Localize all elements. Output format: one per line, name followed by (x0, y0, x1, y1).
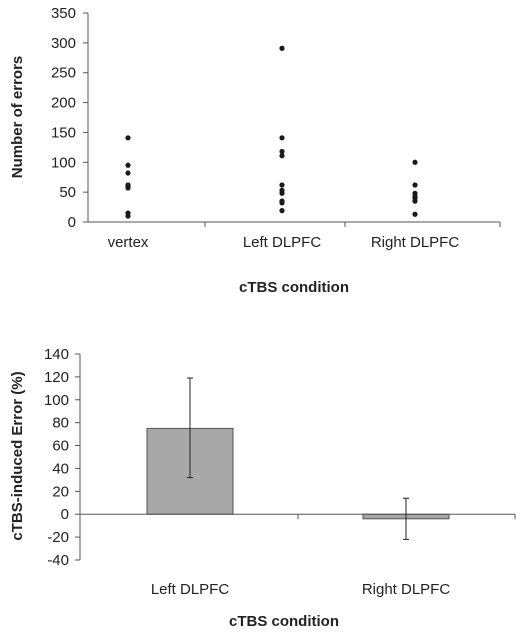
bar-chart: -40 -20 0 20 40 60 80 100 120 140 Left DLPFC Right … (9, 346, 516, 630)
data-point (279, 190, 285, 196)
y-tick-label: 0 (61, 506, 69, 523)
y-tick-label: -20 (47, 529, 69, 546)
x-axis-title: cTBS condition (229, 613, 339, 630)
y-tick-label: 200 (51, 95, 76, 112)
data-point (125, 213, 131, 219)
y-tick-label: 120 (44, 369, 69, 386)
y-tick-label: 50 (59, 184, 76, 201)
x-tick-label: Right DLPFC (362, 581, 451, 598)
x-tick-label: Right DLPFC (371, 234, 460, 251)
data-point (125, 162, 131, 168)
y-tick-label: 140 (44, 346, 69, 363)
data-point (125, 135, 131, 141)
data-point (279, 148, 285, 155)
x-tick-label: Left DLPFC (151, 581, 230, 598)
y-tick-label: -40 (47, 552, 69, 569)
x-tick-label: Left DLPFC (243, 234, 322, 251)
data-point (412, 198, 418, 204)
data-point (279, 45, 285, 51)
data-point (279, 153, 285, 159)
x-axis-title: cTBS condition (239, 279, 349, 296)
data-point (279, 208, 285, 214)
data-point (412, 211, 418, 217)
y-axis-title: cTBS-induced Error (%) (9, 371, 26, 540)
y-tick-label: 80 (52, 415, 69, 432)
data-point (412, 159, 418, 165)
data-point (125, 185, 131, 191)
y-tick-label: 60 (52, 438, 69, 455)
y-tick-label: 40 (52, 460, 69, 477)
y-tick-label: 100 (51, 154, 76, 171)
data-point (412, 182, 418, 188)
y-tick-label: 0 (68, 214, 76, 231)
data-point (279, 200, 285, 206)
y-tick-label: 250 (51, 65, 76, 82)
data-point (125, 170, 131, 176)
y-tick-label: 350 (51, 5, 76, 22)
scatter-chart: 0 50 100 150 200 250 300 350 vertex Left DLPFC Rig… (9, 5, 501, 296)
y-tick-label: 300 (51, 35, 76, 52)
data-point (279, 135, 285, 141)
y-tick-label: 100 (44, 392, 69, 409)
y-axis-title: Number of errors (9, 56, 26, 179)
x-tick-label: vertex (108, 234, 149, 251)
y-tick-label: 150 (51, 124, 76, 141)
y-tick-label: 20 (52, 483, 69, 500)
data-point (279, 182, 285, 188)
